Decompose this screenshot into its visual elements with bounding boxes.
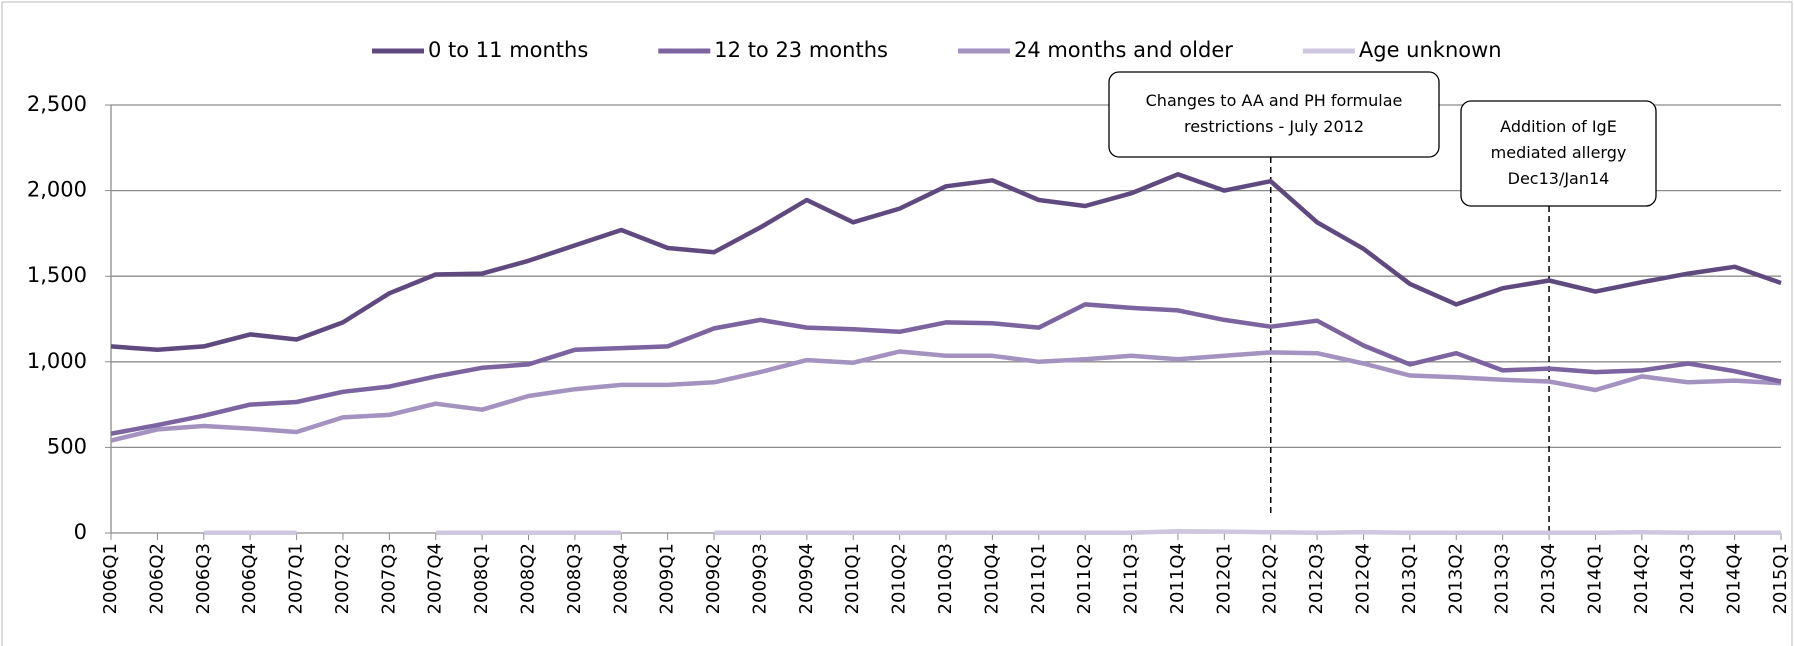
x-tick-label: 2010Q1 — [842, 543, 863, 614]
x-tick-label: 2007Q4 — [425, 543, 446, 614]
x-tick-label: 2011Q1 — [1028, 543, 1049, 614]
x-tick-label: 2009Q1 — [657, 543, 678, 614]
x-tick-label: 2013Q4 — [1538, 543, 1559, 614]
annotation-text: Changes to AA and PH formulae — [1146, 91, 1403, 110]
x-tick-label: 2011Q4 — [1167, 543, 1188, 614]
x-tick-label: 2012Q4 — [1353, 543, 1374, 614]
x-tick-label: 2006Q2 — [146, 543, 167, 614]
x-tick-label: 2010Q4 — [981, 543, 1002, 614]
x-tick-label: 2007Q1 — [286, 543, 307, 614]
y-tick-label: 1,000 — [27, 349, 87, 373]
series-line — [110, 349, 1782, 443]
y-tick-label: 2,500 — [27, 92, 87, 116]
x-tick-label: 2007Q3 — [378, 543, 399, 614]
x-tick-label: 2008Q2 — [518, 543, 539, 614]
x-tick-label: 2006Q4 — [239, 543, 260, 614]
x-tick-label: 2015Q1 — [1770, 543, 1791, 614]
y-tick-label: 0 — [74, 520, 87, 544]
x-tick-label: 2008Q4 — [610, 543, 631, 614]
x-tick-label: 2008Q3 — [564, 543, 585, 614]
x-tick-label: 2013Q3 — [1492, 543, 1513, 614]
x-tick-label: 2008Q1 — [471, 543, 492, 614]
annotation-text: mediated allergy — [1491, 143, 1627, 162]
x-tick-label: 2014Q4 — [1724, 543, 1745, 614]
annotation-text: Addition of IgE — [1500, 117, 1617, 136]
x-tick-label: 2013Q2 — [1445, 543, 1466, 614]
series-line — [110, 172, 1782, 353]
x-tick-label: 2006Q3 — [193, 543, 214, 614]
x-tick-label: 2014Q3 — [1677, 543, 1698, 614]
x-tick-label: 2007Q2 — [332, 543, 353, 614]
x-tick-label: 2011Q2 — [1074, 543, 1095, 614]
x-tick-label: 2006Q1 — [100, 543, 121, 614]
y-tick-label: 2,000 — [27, 178, 87, 202]
series-line — [110, 302, 1782, 436]
y-tick-label: 1,500 — [27, 263, 87, 287]
x-tick-label: 2012Q3 — [1306, 543, 1327, 614]
y-tick-label: 500 — [47, 434, 87, 458]
x-tick-label: 2014Q1 — [1584, 543, 1605, 614]
x-tick-label: 2010Q3 — [935, 543, 956, 614]
legend-label: Age unknown — [1359, 38, 1502, 62]
x-tick-label: 2014Q2 — [1631, 543, 1652, 614]
x-tick-label: 2012Q1 — [1213, 543, 1234, 614]
x-tick-label: 2010Q2 — [889, 543, 910, 614]
x-tick-label: 2009Q3 — [749, 543, 770, 614]
x-tick-label: 2013Q1 — [1399, 543, 1420, 614]
legend-label: 0 to 11 months — [428, 38, 588, 62]
legend-label: 24 months and older — [1014, 38, 1233, 62]
annotation-box — [1460, 100, 1657, 207]
x-tick-label: 2009Q4 — [796, 543, 817, 614]
annotation-text: restrictions - July 2012 — [1184, 117, 1364, 136]
annotation-box — [1108, 71, 1440, 158]
x-tick-label: 2011Q3 — [1121, 543, 1142, 614]
x-tick-label: 2012Q2 — [1260, 543, 1281, 614]
x-tick-label: 2009Q2 — [703, 543, 724, 614]
series-line — [203, 529, 1781, 535]
annotation-text: Dec13/Jan14 — [1508, 169, 1610, 188]
legend-label: 12 to 23 months — [714, 38, 888, 62]
